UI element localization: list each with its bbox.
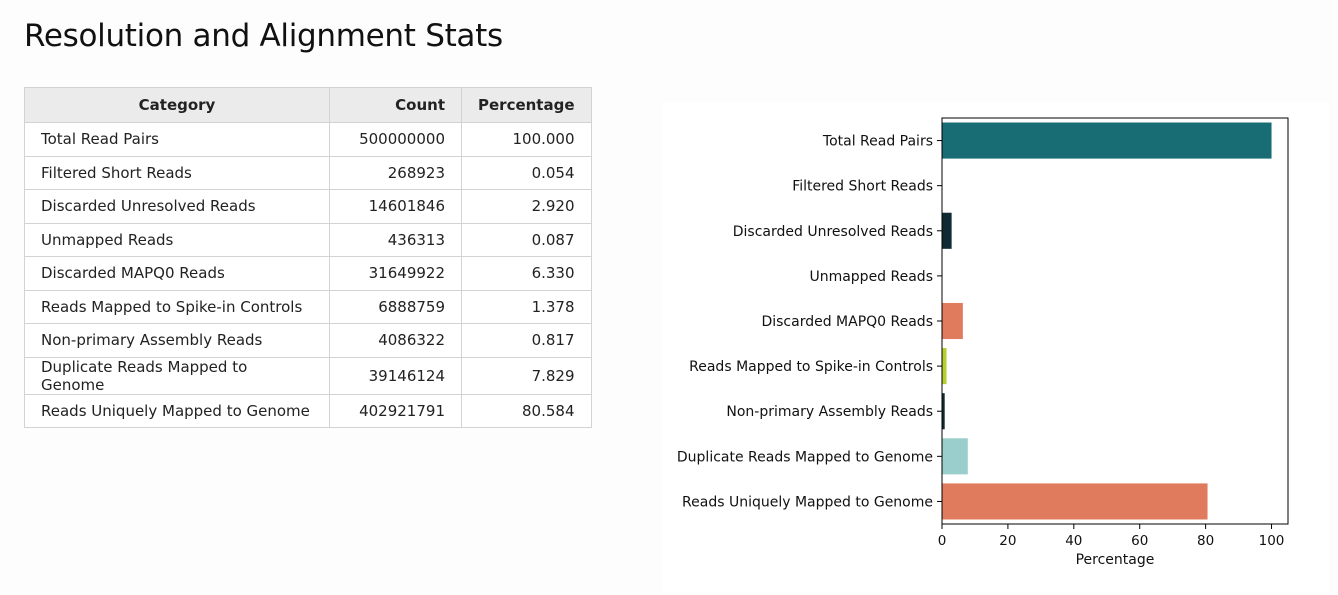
bar-chart: Total Read Pairs Filtered Short Reads Disc… xyxy=(677,117,1289,568)
table-row: Unmapped Reads 436313 0.087 xyxy=(24,222,592,257)
cell-percentage: 80.584 xyxy=(461,393,592,428)
page-title: Resolution and Alignment Stats xyxy=(24,18,503,54)
table-row: Reads Uniquely Mapped to Genome 40292179… xyxy=(24,393,592,428)
table-row: Reads Mapped to Spike-in Controls 688875… xyxy=(24,289,592,324)
cell-percentage: 0.817 xyxy=(461,323,592,358)
bar xyxy=(942,393,945,430)
bar xyxy=(942,483,1208,520)
cell-percentage: 100.000 xyxy=(461,122,592,157)
cell-category: Discarded MAPQ0 Reads xyxy=(24,256,330,291)
y-tick-label: Reads Mapped to Spike-in Controls xyxy=(689,359,933,375)
x-tick-label: 100 xyxy=(1259,533,1285,549)
bar xyxy=(942,438,968,475)
y-tick-label: Filtered Short Reads xyxy=(792,179,933,195)
bar xyxy=(942,302,963,340)
y-tick-label: Unmapped Reads xyxy=(809,269,933,285)
x-axis-label: Percentage xyxy=(1076,552,1155,568)
cell-percentage: 6.330 xyxy=(461,256,592,291)
table-row: Duplicate Reads Mapped to Genome 3914612… xyxy=(24,356,592,395)
cell-category: Total Read Pairs xyxy=(24,122,330,157)
bar xyxy=(942,122,1272,159)
y-tick-label: Reads Uniquely Mapped to Genome xyxy=(682,494,933,510)
cell-percentage: 0.054 xyxy=(461,155,592,190)
table-header-row: Category Count Percentage xyxy=(24,87,592,123)
table-row: Discarded MAPQ0 Reads 31649922 6.330 xyxy=(24,256,592,291)
x-tick-label: 60 xyxy=(1131,533,1148,549)
table-row: Discarded Unresolved Reads 14601846 2.92… xyxy=(24,189,592,224)
cell-count: 436313 xyxy=(329,222,462,257)
chart-panel: Total Read Pairs Filtered Short Reads Disc… xyxy=(662,103,1330,592)
bar xyxy=(942,212,952,249)
y-tick-label: Discarded Unresolved Reads xyxy=(733,224,933,240)
x-tick-label: 80 xyxy=(1197,533,1214,549)
cell-category: Reads Mapped to Spike-in Controls xyxy=(24,289,330,324)
table-row: Filtered Short Reads 268923 0.054 xyxy=(24,155,592,190)
plot-frame xyxy=(941,117,1289,525)
table-row: Total Read Pairs 500000000 100.000 xyxy=(24,122,592,157)
cell-count: 31649922 xyxy=(329,256,462,291)
y-tick-label: Non-primary Assembly Reads xyxy=(726,404,933,420)
cell-count: 402921791 xyxy=(329,393,462,428)
table-row: Non-primary Assembly Reads 4086322 0.817 xyxy=(24,323,592,358)
cell-percentage: 0.087 xyxy=(461,222,592,257)
x-tick-label: 40 xyxy=(1065,533,1082,549)
x-tick-label: 20 xyxy=(999,533,1016,549)
cell-category: Duplicate Reads Mapped to Genome xyxy=(24,356,330,395)
stats-table: Category Count Percentage Total Read Pai… xyxy=(24,87,592,428)
header-count: Count xyxy=(329,87,462,123)
cell-category: Reads Uniquely Mapped to Genome xyxy=(24,393,330,428)
bar xyxy=(942,348,947,385)
y-tick-label: Duplicate Reads Mapped to Genome xyxy=(677,449,933,465)
cell-percentage: 7.829 xyxy=(461,356,592,395)
x-tick-label: 0 xyxy=(938,533,947,549)
cell-category: Filtered Short Reads xyxy=(24,155,330,190)
header-category: Category xyxy=(24,87,330,123)
cell-count: 6888759 xyxy=(329,289,462,324)
cell-percentage: 1.378 xyxy=(461,289,592,324)
cell-count: 500000000 xyxy=(329,122,462,157)
cell-count: 14601846 xyxy=(329,189,462,224)
cell-count: 4086322 xyxy=(329,323,462,358)
cell-percentage: 2.920 xyxy=(461,189,592,224)
y-tick-label: Total Read Pairs xyxy=(822,134,933,150)
cell-count: 268923 xyxy=(329,155,462,190)
cell-category: Unmapped Reads xyxy=(24,222,330,257)
cell-count: 39146124 xyxy=(329,356,462,395)
y-tick-label: Discarded MAPQ0 Reads xyxy=(761,314,933,330)
cell-category: Discarded Unresolved Reads xyxy=(24,189,330,224)
header-percentage: Percentage xyxy=(461,87,592,123)
cell-category: Non-primary Assembly Reads xyxy=(24,323,330,358)
